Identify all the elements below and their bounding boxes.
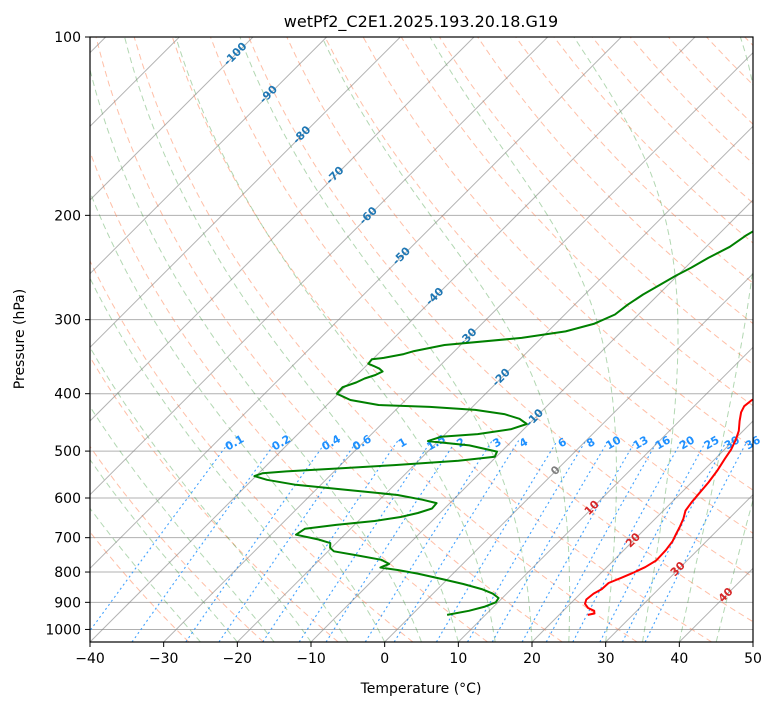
y-tick-label: 400 [54, 387, 81, 403]
dry-adiabat-line [210, 37, 753, 623]
x-tick-label: −20 [223, 651, 253, 667]
moist-adiabat-line [90, 458, 238, 642]
moist-adiabat-line [175, 37, 496, 642]
x-tick-label: 20 [523, 651, 541, 667]
moist-adiabat-line [90, 507, 201, 642]
isotherms [90, 37, 753, 642]
moist-adiabat-line [429, 37, 617, 642]
mixing-ratio-line [325, 440, 457, 642]
y-tick-label: 700 [54, 531, 81, 547]
mixing-ratio-line [90, 440, 231, 632]
dry-adiabat-line [95, 37, 563, 642]
isotherm-line [90, 37, 696, 642]
y-tick-label: 800 [54, 565, 81, 581]
dry-adiabat-line [248, 37, 753, 578]
y-tick-label: 200 [54, 208, 81, 224]
mixing-ratio-line [599, 440, 707, 642]
isotherm-line [90, 37, 622, 570]
moist-adiabat-line [321, 37, 571, 642]
dry-adiabat-line [171, 37, 712, 642]
y-tick-label: 300 [54, 313, 81, 329]
y-tick-label: 900 [54, 595, 81, 611]
plot-background [90, 37, 753, 642]
y-axis-label: Pressure (hPa) [12, 289, 28, 389]
dry-adiabats [90, 37, 753, 642]
mixing-ratio-line [262, 440, 399, 642]
moist-adiabat-line [90, 277, 349, 642]
mixing-ratio-line [621, 440, 728, 642]
dry-adiabat-line [133, 37, 638, 642]
mixing-ratio-line [545, 440, 659, 642]
isotherm-line [236, 125, 753, 642]
isotherm-line [90, 37, 254, 201]
x-tick-label: −30 [149, 651, 179, 667]
x-tick-label: 40 [670, 651, 688, 667]
mixing-ratio-line [298, 440, 432, 642]
isobar-grid [90, 37, 753, 630]
moist-adiabat-line [715, 498, 753, 642]
temperature-line [584, 398, 753, 616]
mixing-ratio-line [393, 440, 520, 642]
x-axis-label: Temperature (°C) [360, 681, 482, 697]
y-axis-ticks: 1000 900 800 700 600 500 400 300 200 100 [45, 30, 90, 638]
y-tick-label: 600 [54, 491, 81, 507]
moist-adiabat-line [90, 405, 275, 642]
mixing-ratio-line [435, 440, 558, 642]
isotherm-line [457, 346, 753, 642]
x-tick-label: 30 [597, 651, 615, 667]
mixing-ratio-line [131, 440, 278, 642]
x-tick-label: −10 [296, 651, 326, 667]
mixing-ratio-line [572, 440, 683, 642]
dry-adiabat-line [90, 259, 414, 642]
x-tick-label: −40 [75, 651, 105, 667]
dewpoint-line [253, 230, 753, 616]
isotherm-line [163, 51, 753, 642]
y-tick-label: 500 [54, 444, 81, 460]
isotherm-line [90, 37, 328, 275]
x-tick-label: 0 [380, 651, 389, 667]
x-tick-label: 50 [744, 651, 762, 667]
isotherm-line [90, 37, 475, 422]
moist-adiabat-line [124, 37, 459, 642]
isotherm-line [605, 493, 753, 642]
mixing-ratio-lines [90, 440, 748, 642]
dry-adiabat-line [515, 37, 753, 284]
isotherm-line [90, 37, 549, 496]
mixing-ratio-line [364, 440, 493, 642]
isotherm-line [384, 272, 753, 642]
x-axis-ticks: −40 −30 −20 −10 0 10 20 30 40 50 [75, 642, 762, 667]
dry-adiabat-line [90, 445, 264, 642]
moist-adiabat-line [239, 37, 533, 642]
isotherm-line [531, 420, 753, 642]
dry-adiabat-line [324, 37, 753, 491]
y-tick-label: 1000 [45, 622, 81, 638]
isotherm-line [310, 199, 753, 642]
plot-frame [89, 36, 754, 643]
y-tick-label: 100 [54, 30, 81, 46]
x-tick-label: 10 [449, 651, 467, 667]
dry-adiabat-line [286, 37, 753, 534]
moist-adiabat-line [573, 37, 679, 642]
moist-adiabat-line [678, 37, 753, 642]
isotherm-line [90, 37, 401, 349]
mixing-ratio-line [644, 440, 748, 642]
moist-adiabat-line [90, 190, 386, 642]
chart-title: wetPf2_C2E1.2025.193.20.18.G19 [284, 12, 558, 32]
profile-series [253, 230, 753, 616]
